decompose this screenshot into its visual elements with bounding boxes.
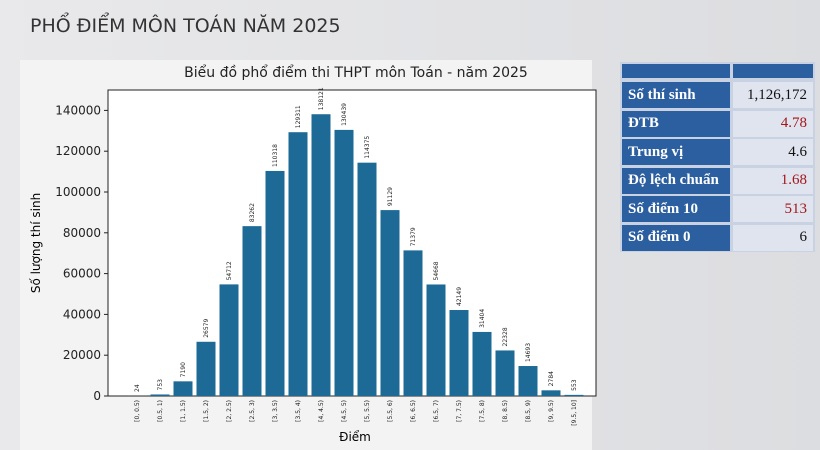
bar	[150, 394, 170, 396]
x-tick-label: [1.5, 2)	[203, 400, 210, 422]
x-tick-label: [4.5, 5)	[341, 400, 348, 422]
y-axis-label: Số lượng thí sinh	[29, 193, 43, 293]
x-tick-label: [3, 3.5)	[272, 400, 279, 422]
table-header	[622, 64, 730, 78]
row-value: 1.68	[733, 167, 813, 194]
value-label: 26579	[203, 319, 210, 338]
bar	[288, 132, 308, 396]
bar	[380, 210, 400, 396]
row-value: 4.6	[733, 139, 813, 165]
y-tick-label: 100000	[55, 185, 101, 199]
value-label: 7190	[180, 362, 187, 377]
row-label: Số điểm 0	[622, 224, 730, 251]
x-axis-label: Điểm	[339, 430, 371, 444]
y-tick-label: 120000	[55, 144, 101, 158]
value-label: 22328	[502, 327, 509, 346]
bar	[403, 250, 423, 396]
row-label: ĐTB	[622, 110, 730, 137]
y-tick-label: 80000	[63, 226, 101, 240]
bar	[242, 226, 262, 396]
value-label: 54712	[226, 261, 233, 280]
bar	[518, 366, 538, 396]
chart-title: Biểu đồ phổ điểm thi THPT môn Toán - năm…	[184, 64, 528, 81]
bar	[311, 114, 331, 397]
value-label: 83262	[249, 203, 256, 222]
value-label: 138121	[318, 87, 325, 110]
row-value: 4.78	[733, 110, 813, 137]
bar	[495, 350, 515, 396]
value-label: 110318	[272, 144, 279, 167]
row-value: 513	[733, 196, 813, 222]
value-label: 2784	[548, 371, 555, 386]
x-tick-label: [6, 6.5)	[410, 400, 417, 422]
y-tick-label: 20000	[63, 348, 101, 362]
row-label: Độ lệch chuẩn	[622, 167, 730, 194]
bar	[265, 170, 285, 396]
y-tick-label: 40000	[63, 307, 101, 321]
y-tick-label: 60000	[63, 267, 101, 281]
bar	[472, 331, 492, 396]
value-label: 24	[134, 384, 141, 392]
row-value: 1,126,172	[733, 82, 813, 108]
heading: PHỔ ĐIỂM MÔN TOÁN NĂM 2025	[30, 11, 341, 37]
x-tick-label: [9, 9.5)	[548, 400, 555, 422]
x-tick-label: [0, 0.5)	[134, 400, 141, 422]
x-tick-label: [0.5, 1)	[157, 400, 164, 422]
x-tick-label: [6.5, 7)	[433, 400, 440, 422]
x-tick-label: [1, 1.5)	[180, 400, 187, 422]
value-label: 31404	[479, 309, 486, 328]
x-tick-label: [7, 7.5)	[456, 400, 463, 422]
x-tick-label: [7.5, 8)	[479, 400, 486, 422]
bar	[173, 381, 193, 396]
row-label: Số điểm 10	[622, 196, 730, 222]
value-label: 14693	[525, 343, 532, 362]
x-tick-label: [8, 8.5)	[502, 400, 509, 422]
x-tick-label: [5, 5.5)	[364, 400, 371, 422]
bar	[219, 284, 239, 396]
x-tick-label: [9.5, 10]	[571, 400, 578, 426]
bar	[426, 284, 446, 396]
row-label: Trung vị	[622, 139, 730, 165]
value-label: 129311	[295, 105, 302, 128]
value-label: 42149	[456, 287, 463, 306]
value-label: 130439	[341, 103, 348, 126]
bar	[541, 390, 561, 396]
y-tick-label: 140000	[55, 103, 101, 117]
row-label: Số thí sinh	[622, 82, 730, 108]
bar	[449, 310, 469, 396]
row-value: 6	[733, 224, 813, 251]
x-tick-label: [2.5, 3)	[249, 400, 256, 422]
value-label: 54668	[433, 261, 440, 280]
y-tick-label: 0	[93, 389, 101, 403]
x-tick-label: [5.5, 6)	[387, 400, 394, 422]
value-label: 553	[571, 379, 578, 391]
x-tick-label: [2, 2.5)	[226, 400, 233, 422]
x-tick-label: [8.5, 9)	[525, 400, 532, 422]
table-header	[733, 64, 813, 78]
x-tick-label: [3.5, 4)	[295, 400, 302, 422]
value-label: 71379	[410, 227, 417, 246]
bar	[357, 162, 377, 396]
value-label: 114375	[364, 136, 371, 159]
bar	[196, 341, 216, 396]
value-label: 91129	[387, 187, 394, 206]
x-tick-label: [4, 4.5)	[318, 400, 325, 422]
bar	[334, 129, 354, 397]
value-label: 753	[157, 379, 164, 391]
bar	[564, 394, 584, 396]
